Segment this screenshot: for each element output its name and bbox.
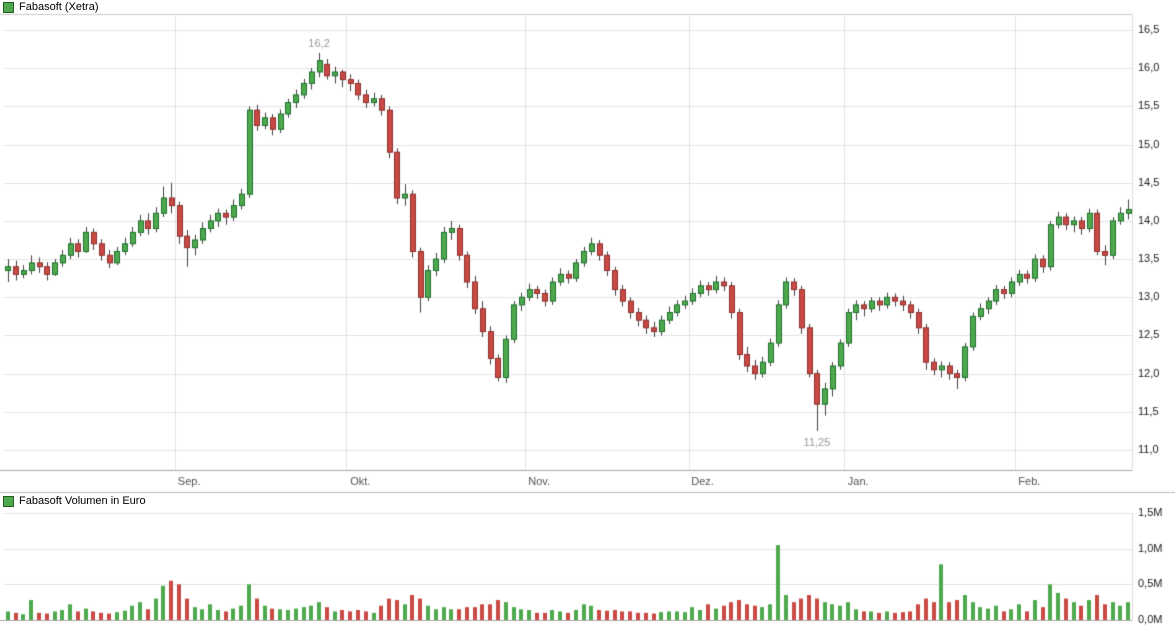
- price-legend-label: Fabasoft (Xetra): [19, 1, 99, 13]
- volume-legend-label: Fabasoft Volumen in Euro: [19, 495, 146, 507]
- volume-legend-swatch-icon: [3, 495, 14, 507]
- price-legend-swatch-icon: [3, 1, 14, 13]
- price-panel-legend: Fabasoft (Xetra): [3, 1, 98, 13]
- volume-panel-legend: Fabasoft Volumen in Euro: [3, 495, 146, 507]
